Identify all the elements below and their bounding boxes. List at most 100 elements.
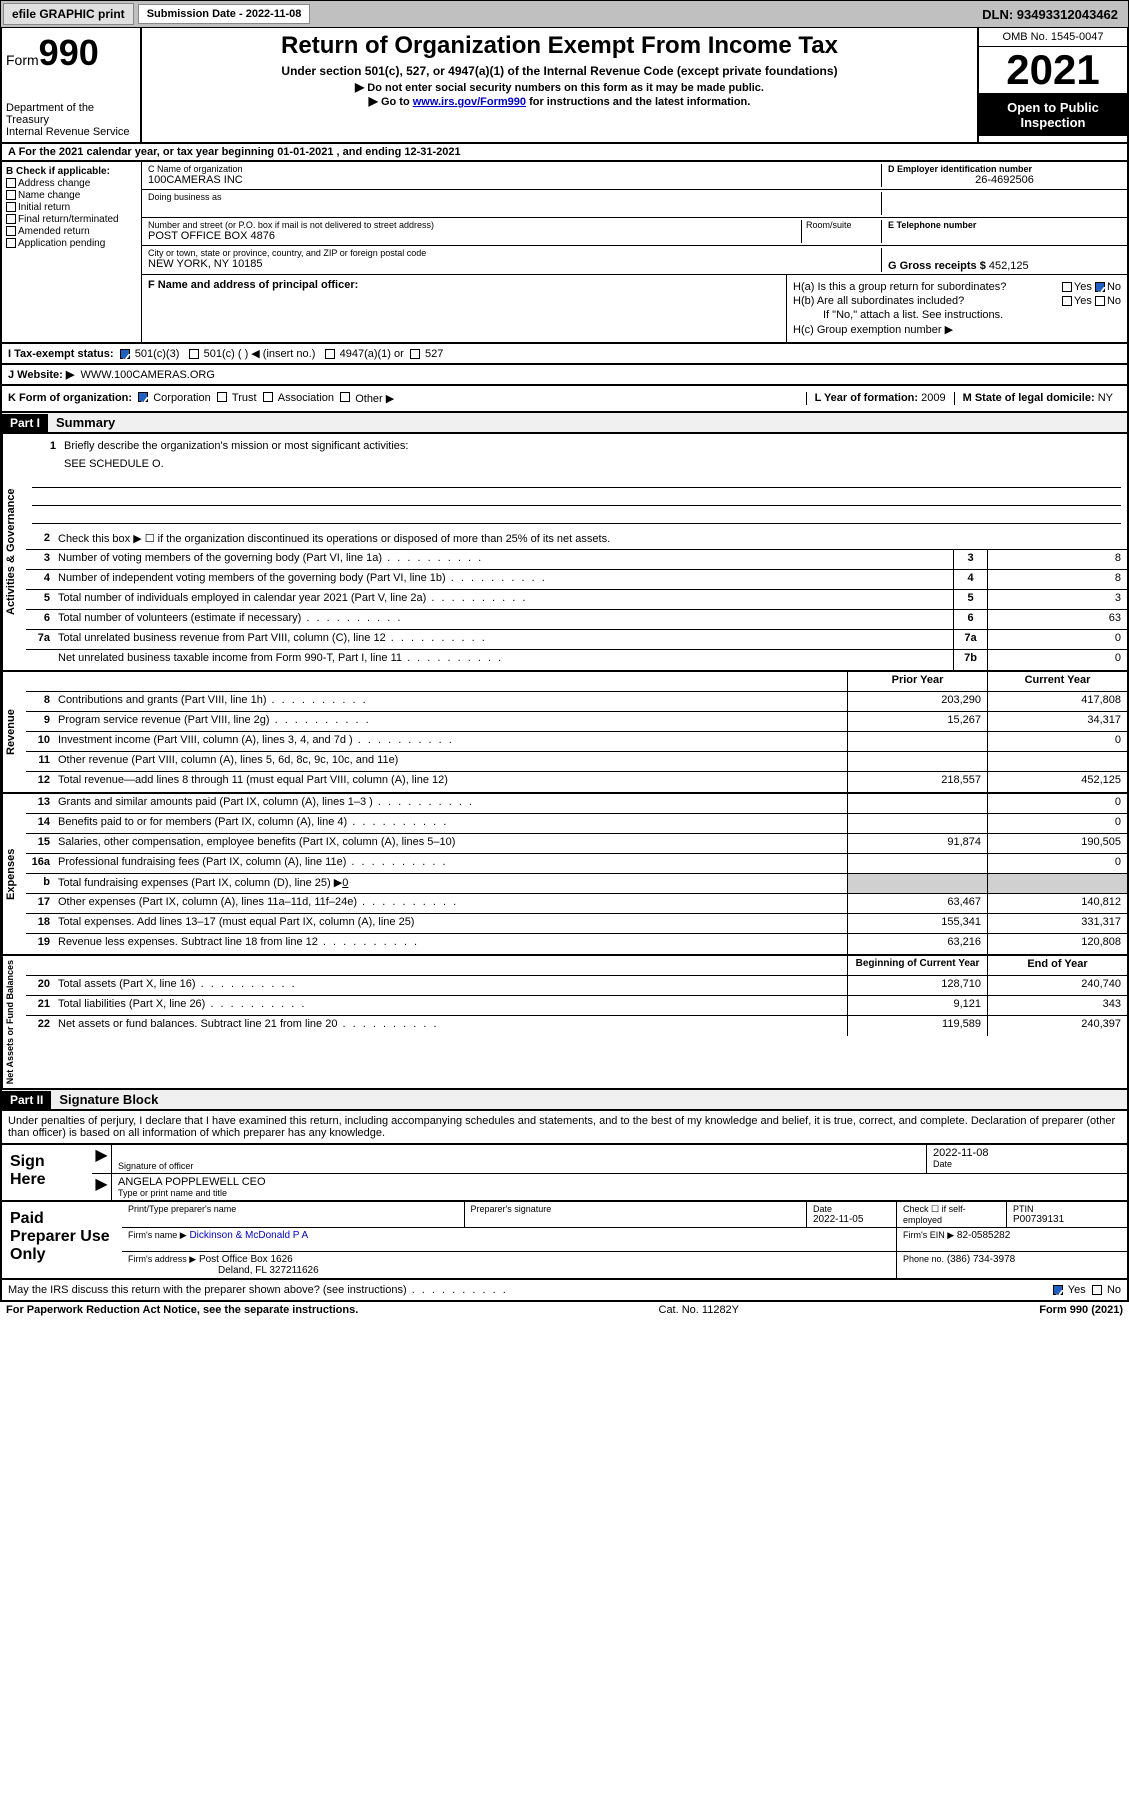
chk-trust[interactable] — [217, 392, 227, 402]
line-8: Contributions and grants (Part VIII, lin… — [54, 692, 847, 711]
submission-date: Submission Date - 2022-11-08 — [138, 4, 311, 24]
ha-yes[interactable] — [1062, 282, 1072, 292]
firm-addr1: Post Office Box 1626 — [199, 1254, 293, 1265]
row-j-website: J Website: ▶ WWW.100CAMERAS.ORG — [0, 365, 1129, 386]
line-22: Net assets or fund balances. Subtract li… — [54, 1016, 847, 1036]
phone-label: E Telephone number — [888, 220, 1121, 230]
line-14: Benefits paid to or for members (Part IX… — [54, 814, 847, 833]
line-21: Total liabilities (Part X, line 26) — [54, 996, 847, 1015]
city-label: City or town, state or province, country… — [148, 248, 881, 258]
firm-addr2: Deland, FL 327211626 — [128, 1265, 319, 1276]
officer-label: F Name and address of principal officer: — [148, 279, 780, 291]
open-public-badge: Open to Public Inspection — [979, 94, 1127, 136]
chk-501c3[interactable]: ✓ — [120, 349, 130, 359]
hdr-current-year: Current Year — [987, 672, 1127, 691]
form-title: Return of Organization Exempt From Incom… — [150, 32, 969, 60]
firm-addr-label: Firm's address ▶ — [128, 1254, 196, 1264]
chk-corp[interactable]: ✓ — [138, 392, 148, 402]
checkbox-address-change[interactable] — [6, 178, 16, 188]
line-3: Number of voting members of the governin… — [54, 550, 953, 569]
chk-4947[interactable] — [325, 349, 335, 359]
section-activities-governance: Activities & Governance — [2, 434, 26, 670]
discuss-no[interactable] — [1092, 1285, 1102, 1295]
irs-label: Internal Revenue Service — [6, 126, 136, 138]
room-label: Room/suite — [806, 220, 881, 230]
checkbox-name-change[interactable] — [6, 190, 16, 200]
ha-no[interactable]: ✓ — [1095, 282, 1105, 292]
chk-assoc[interactable] — [263, 392, 273, 402]
hdr-prior-year: Prior Year — [847, 672, 987, 691]
gross-receipts-value: 452,125 — [989, 260, 1029, 272]
p17: 63,467 — [847, 894, 987, 913]
sign-here-label: Sign Here — [2, 1145, 92, 1200]
firm-name-label: Firm's name ▶ — [128, 1230, 187, 1240]
form-subtitle: Under section 501(c), 527, or 4947(a)(1)… — [150, 64, 969, 78]
p20: 128,710 — [847, 976, 987, 995]
section-expenses: Expenses — [2, 794, 26, 954]
col-b-checkboxes: B Check if applicable: Address change Na… — [2, 162, 142, 342]
p12: 218,557 — [847, 772, 987, 792]
line-9: Program service revenue (Part VIII, line… — [54, 712, 847, 731]
firm-ein: 82-0585282 — [957, 1230, 1010, 1241]
hb-no[interactable] — [1095, 296, 1105, 306]
line-6: Total number of volunteers (estimate if … — [54, 610, 953, 629]
p19: 63,216 — [847, 934, 987, 954]
p21: 9,121 — [847, 996, 987, 1015]
line-19: Revenue less expenses. Subtract line 18 … — [54, 934, 847, 954]
c22: 240,397 — [987, 1016, 1127, 1036]
self-employed-check: Check ☐ if self-employed — [903, 1204, 1000, 1225]
discuss-text: May the IRS discuss this return with the… — [8, 1284, 508, 1296]
section-b-to-g: B Check if applicable: Address change Na… — [0, 162, 1129, 344]
footer-right: Form 990 (2021) — [1039, 1304, 1123, 1316]
firm-name-link[interactable]: Dickinson & McDonald P A — [189, 1230, 308, 1241]
mission-value: SEE SCHEDULE O. — [32, 458, 1121, 470]
org-name-label: C Name of organization — [148, 164, 881, 174]
chk-501c[interactable] — [189, 349, 199, 359]
discuss-yes[interactable]: ✓ — [1053, 1285, 1063, 1295]
line-7b: Net unrelated business taxable income fr… — [54, 650, 953, 670]
chk-527[interactable] — [410, 349, 420, 359]
line-a-tax-year: A For the 2021 calendar year, or tax yea… — [0, 144, 1129, 162]
val-4: 8 — [987, 570, 1127, 589]
dln: DLN: 93493312043462 — [982, 7, 1126, 22]
footer-catno: Cat. No. 11282Y — [358, 1304, 1039, 1316]
line-16b: Total fundraising expenses (Part IX, col… — [54, 874, 847, 893]
ha-group-return: H(a) Is this a group return for subordin… — [793, 281, 1121, 293]
p10 — [847, 732, 987, 751]
hdr-begin-year: Beginning of Current Year — [847, 956, 987, 975]
c14: 0 — [987, 814, 1127, 833]
chk-other[interactable] — [340, 392, 350, 402]
efile-print-button[interactable]: efile GRAPHIC print — [3, 3, 134, 25]
p22: 119,589 — [847, 1016, 987, 1036]
c10: 0 — [987, 732, 1127, 751]
section-revenue: Revenue — [2, 672, 26, 792]
val-7b: 0 — [987, 650, 1127, 670]
instruction-1: ▶ Do not enter social security numbers o… — [150, 80, 969, 94]
omb-number: OMB No. 1545-0047 — [979, 28, 1127, 47]
ptin-label: PTIN — [1013, 1204, 1121, 1214]
sig-arrow-icon-2: ▶ — [92, 1174, 112, 1200]
irs-discuss-row: May the IRS discuss this return with the… — [0, 1280, 1129, 1302]
signature-intro: Under penalties of perjury, I declare th… — [0, 1111, 1129, 1145]
ein-value: 26-4692506 — [888, 174, 1121, 186]
hb-yes[interactable] — [1062, 296, 1072, 306]
checkbox-application[interactable] — [6, 238, 16, 248]
p9: 15,267 — [847, 712, 987, 731]
irs-link[interactable]: www.irs.gov/Form990 — [413, 96, 526, 108]
line-5: Total number of individuals employed in … — [54, 590, 953, 609]
section-net-assets: Net Assets or Fund Balances — [2, 956, 26, 1088]
org-name: 100CAMERAS INC — [148, 174, 881, 186]
officer-name: ANGELA POPPLEWELL CEO — [118, 1176, 1121, 1188]
line-2: Check this box ▶ ☐ if the organization d… — [54, 530, 1127, 549]
sig-officer-label: Signature of officer — [118, 1161, 920, 1171]
line-15: Salaries, other compensation, employee b… — [54, 834, 847, 853]
tax-year: 2021 — [979, 47, 1127, 94]
line-10: Investment income (Part VIII, column (A)… — [54, 732, 847, 751]
line-17: Other expenses (Part IX, column (A), lin… — [54, 894, 847, 913]
checkbox-initial-return[interactable] — [6, 202, 16, 212]
sig-arrow-icon: ▶ — [92, 1145, 112, 1173]
checkbox-final-return[interactable] — [6, 214, 16, 224]
checkbox-amended[interactable] — [6, 226, 16, 236]
footer-left: For Paperwork Reduction Act Notice, see … — [6, 1304, 358, 1316]
c16a: 0 — [987, 854, 1127, 873]
